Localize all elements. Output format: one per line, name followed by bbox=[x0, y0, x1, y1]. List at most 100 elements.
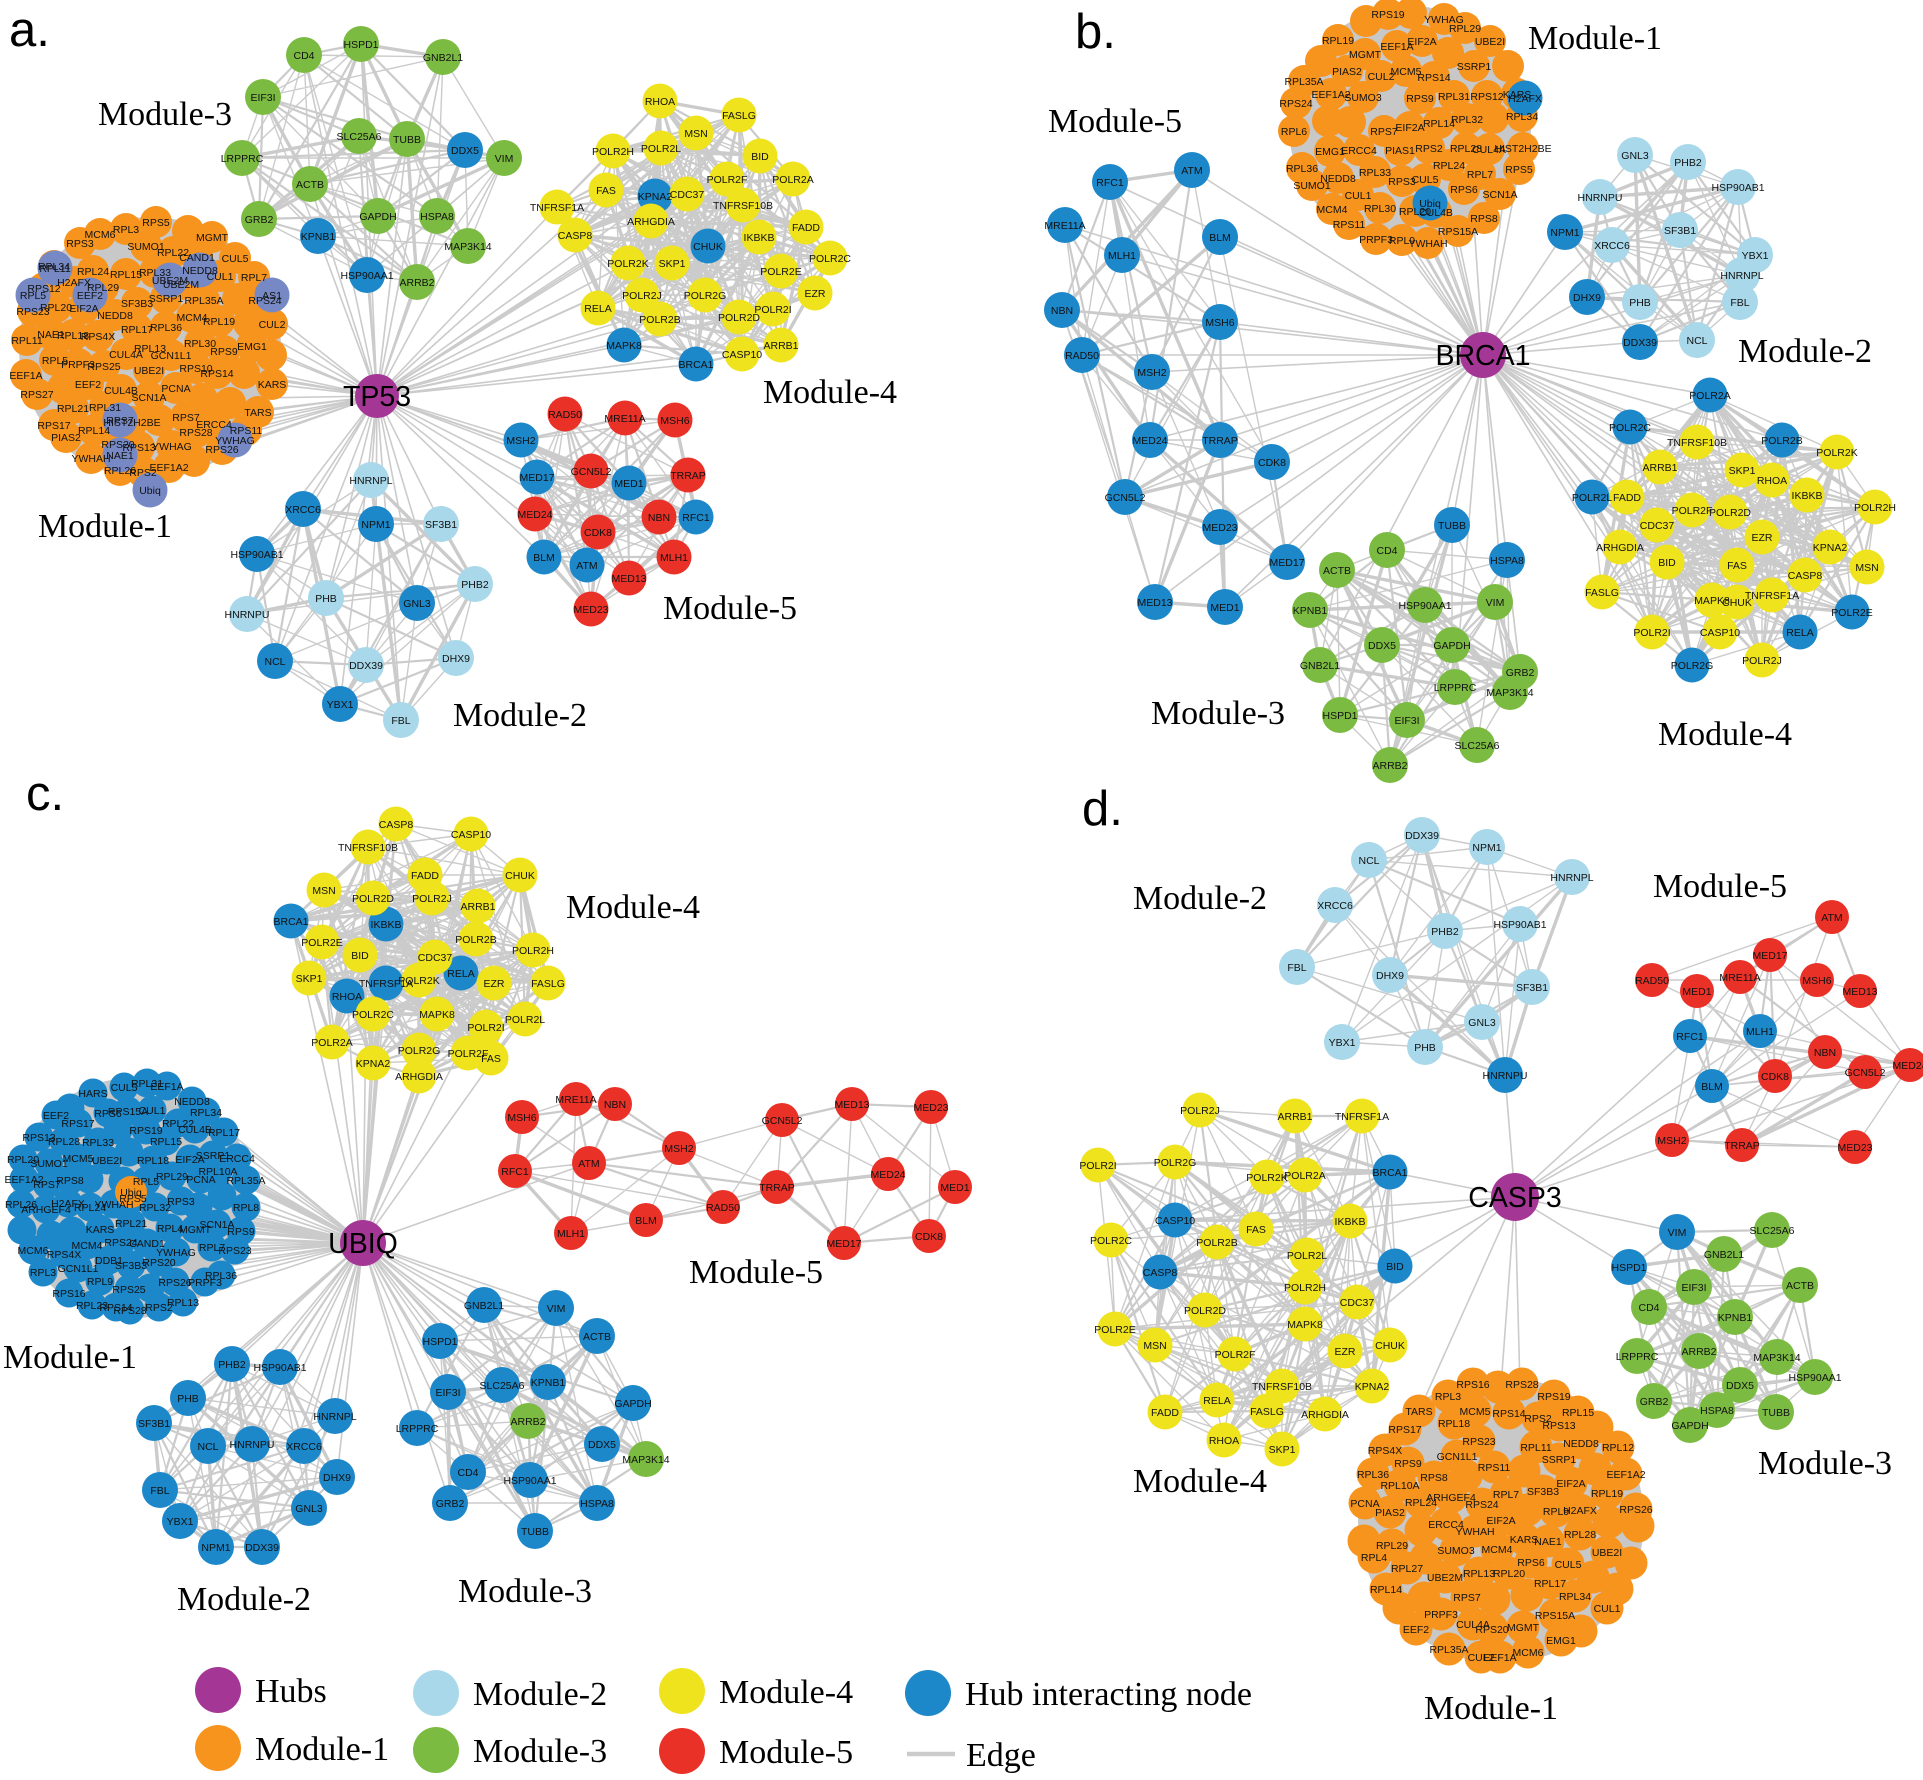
svg-text:RPS11: RPS11 bbox=[230, 425, 263, 437]
svg-text:RPS9: RPS9 bbox=[1394, 1458, 1422, 1470]
svg-text:FASLG: FASLG bbox=[722, 110, 756, 122]
svg-text:SKP1: SKP1 bbox=[659, 258, 686, 270]
svg-text:POLR2E: POLR2E bbox=[1831, 607, 1872, 619]
svg-text:YBX1: YBX1 bbox=[1742, 250, 1769, 262]
svg-text:Module-1: Module-1 bbox=[38, 508, 172, 545]
svg-text:Module-2: Module-2 bbox=[177, 1581, 311, 1618]
svg-text:RPL5: RPL5 bbox=[42, 355, 68, 367]
svg-text:ARRB1: ARRB1 bbox=[1642, 462, 1677, 474]
svg-text:HIST2H2BE: HIST2H2BE bbox=[103, 417, 160, 429]
svg-text:RPL24: RPL24 bbox=[74, 1202, 106, 1214]
svg-text:RPL17: RPL17 bbox=[208, 1127, 240, 1139]
svg-text:SF3B3: SF3B3 bbox=[1527, 1486, 1559, 1498]
svg-text:RPL18: RPL18 bbox=[1438, 1418, 1470, 1430]
svg-text:NCL: NCL bbox=[1358, 855, 1379, 867]
svg-text:LRPPRC: LRPPRC bbox=[221, 153, 264, 165]
svg-text:RPS9: RPS9 bbox=[227, 1226, 255, 1238]
svg-text:HSP90AB1: HSP90AB1 bbox=[1711, 182, 1764, 194]
svg-text:XRCC6: XRCC6 bbox=[286, 1441, 322, 1453]
svg-text:RAD50: RAD50 bbox=[548, 409, 582, 421]
svg-text:BID: BID bbox=[1658, 557, 1676, 569]
svg-text:MED24: MED24 bbox=[1132, 435, 1167, 447]
svg-text:RPS7: RPS7 bbox=[1453, 1592, 1481, 1604]
svg-text:Module-5: Module-5 bbox=[663, 590, 797, 627]
svg-text:POLR2D: POLR2D bbox=[1709, 507, 1751, 519]
svg-text:CUL2: CUL2 bbox=[259, 319, 286, 331]
svg-text:TNFRSF10B: TNFRSF10B bbox=[1667, 437, 1727, 449]
svg-text:MSH6: MSH6 bbox=[1802, 975, 1831, 987]
svg-text:POLR2I: POLR2I bbox=[1079, 1160, 1116, 1172]
svg-text:BID: BID bbox=[351, 950, 369, 962]
svg-text:EEF2: EEF2 bbox=[75, 379, 101, 391]
svg-text:POLR2E: POLR2E bbox=[1094, 1324, 1135, 1336]
svg-text:MSH2: MSH2 bbox=[664, 1143, 693, 1155]
svg-text:Module-4: Module-4 bbox=[566, 889, 700, 926]
svg-text:RPS25: RPS25 bbox=[112, 1284, 145, 1296]
svg-text:ATM: ATM bbox=[1821, 912, 1842, 924]
svg-text:RPL24: RPL24 bbox=[1405, 1497, 1437, 1509]
svg-text:RPL22: RPL22 bbox=[162, 1118, 194, 1130]
svg-text:ATM: ATM bbox=[578, 1158, 599, 1170]
svg-text:Module-5: Module-5 bbox=[1048, 103, 1182, 140]
svg-text:IKBKB: IKBKB bbox=[1335, 1216, 1366, 1228]
svg-text:Module-5: Module-5 bbox=[689, 1254, 823, 1291]
svg-text:CAND1: CAND1 bbox=[179, 252, 215, 264]
svg-text:CUL2: CUL2 bbox=[1368, 71, 1395, 83]
svg-text:YBX1: YBX1 bbox=[1329, 1037, 1356, 1049]
svg-text:FASLG: FASLG bbox=[1585, 587, 1619, 599]
svg-text:CAND1: CAND1 bbox=[129, 1238, 165, 1250]
svg-text:HNRNPU: HNRNPU bbox=[225, 609, 270, 621]
svg-text:CASP8: CASP8 bbox=[1143, 1267, 1178, 1279]
svg-text:VIM: VIM bbox=[547, 1303, 566, 1315]
svg-text:GCN1L1: GCN1L1 bbox=[151, 350, 192, 362]
svg-text:RPL6: RPL6 bbox=[1281, 126, 1307, 138]
svg-text:EIF2A: EIF2A bbox=[69, 303, 98, 315]
svg-text:FADD: FADD bbox=[792, 222, 820, 234]
svg-text:H2AFX: H2AFX bbox=[57, 277, 91, 289]
svg-text:SLC25A6: SLC25A6 bbox=[1455, 740, 1500, 752]
svg-text:BLM: BLM bbox=[533, 552, 555, 564]
svg-text:RPL10A: RPL10A bbox=[198, 1166, 237, 1178]
svg-text:RPL7: RPL7 bbox=[1493, 1489, 1519, 1501]
svg-text:Module-4: Module-4 bbox=[763, 374, 897, 411]
svg-text:RPL12: RPL12 bbox=[1602, 1442, 1634, 1454]
svg-text:RPL34: RPL34 bbox=[190, 1107, 222, 1119]
svg-text:TUBB: TUBB bbox=[1762, 1407, 1790, 1419]
svg-text:RPS2: RPS2 bbox=[1524, 1413, 1552, 1425]
svg-text:RPL18: RPL18 bbox=[57, 330, 89, 342]
svg-text:NEDD8: NEDD8 bbox=[182, 265, 218, 277]
svg-text:RPL20: RPL20 bbox=[1493, 1568, 1525, 1580]
svg-text:MCM6: MCM6 bbox=[1513, 1647, 1544, 1659]
svg-text:TUBB: TUBB bbox=[521, 1526, 549, 1538]
svg-text:MED13: MED13 bbox=[1842, 986, 1877, 998]
svg-text:POLR2I: POLR2I bbox=[467, 1022, 504, 1034]
svg-text:RPL35A: RPL35A bbox=[184, 295, 223, 307]
svg-text:RPL22: RPL22 bbox=[157, 247, 189, 259]
svg-text:RELA: RELA bbox=[1203, 1395, 1230, 1407]
svg-text:CHUK: CHUK bbox=[1375, 1340, 1405, 1352]
svg-text:EIF2A: EIF2A bbox=[1395, 122, 1424, 134]
svg-text:POLR2D: POLR2D bbox=[352, 893, 394, 905]
svg-text:FBL: FBL bbox=[1730, 297, 1749, 309]
svg-text:GCN5L2: GCN5L2 bbox=[762, 1115, 803, 1127]
svg-text:EZR: EZR bbox=[1752, 532, 1773, 544]
svg-text:POLR2A: POLR2A bbox=[1284, 1170, 1325, 1182]
svg-text:NCL: NCL bbox=[197, 1441, 218, 1453]
svg-text:RPS26: RPS26 bbox=[205, 444, 238, 456]
svg-text:HSP90AB1: HSP90AB1 bbox=[230, 549, 283, 561]
svg-text:TRRAP: TRRAP bbox=[1724, 1140, 1760, 1152]
svg-text:POLR2H: POLR2H bbox=[1284, 1282, 1326, 1294]
svg-text:RELA: RELA bbox=[447, 968, 474, 980]
svg-text:Module-1: Module-1 bbox=[255, 1731, 389, 1768]
svg-text:GRB2: GRB2 bbox=[436, 1498, 465, 1510]
svg-text:FASLG: FASLG bbox=[531, 978, 565, 990]
svg-text:RPS4X: RPS4X bbox=[47, 1249, 81, 1261]
svg-text:MSH6: MSH6 bbox=[660, 415, 689, 427]
svg-text:POLR2A: POLR2A bbox=[772, 174, 813, 186]
svg-text:XRCC6: XRCC6 bbox=[1594, 240, 1630, 252]
svg-text:RPL7: RPL7 bbox=[199, 1242, 225, 1254]
svg-text:CASP10: CASP10 bbox=[1155, 1215, 1195, 1227]
svg-text:CUL1: CUL1 bbox=[207, 271, 234, 283]
svg-text:PIAS2: PIAS2 bbox=[51, 432, 81, 444]
svg-text:RPL36: RPL36 bbox=[205, 1270, 237, 1282]
